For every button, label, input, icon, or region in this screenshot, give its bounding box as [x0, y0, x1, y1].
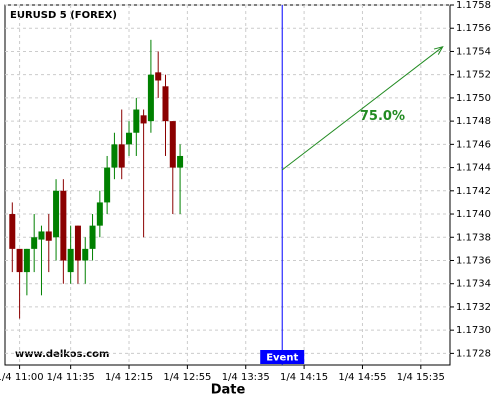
candle-body — [45, 231, 52, 241]
x-tick-label: 1/4 11:35 — [47, 372, 95, 383]
y-tick-label: 1.1758 — [456, 0, 491, 11]
candle-body — [140, 115, 147, 124]
candle-body — [118, 144, 125, 168]
candle-body — [169, 121, 176, 168]
candle-body — [38, 231, 45, 240]
candle-body — [60, 190, 67, 261]
candle-body — [155, 72, 162, 81]
y-tick-label: 1.1736 — [456, 255, 491, 266]
y-tick-label: 1.1728 — [456, 348, 491, 359]
x-tick-label: 1/4 14:15 — [280, 372, 328, 383]
y-tick-label: 1.1744 — [456, 163, 491, 174]
candle-body — [82, 248, 89, 261]
candle-body — [89, 225, 96, 249]
forecast-arrow — [281, 46, 444, 171]
candle-body — [177, 155, 184, 168]
y-tick-label: 1.1732 — [456, 302, 491, 313]
x-tick-label: 1/4 12:55 — [163, 372, 211, 383]
candle-body — [96, 202, 103, 226]
y-tick-label: 1.1734 — [456, 279, 491, 290]
candle-body — [9, 214, 16, 249]
chart-title: EURUSD 5 (FOREX) — [10, 10, 117, 21]
candle-body — [74, 225, 81, 261]
watermark: www.delkos.com — [15, 349, 109, 360]
x-tick-label: 1/4 12:15 — [105, 372, 153, 383]
candle-body — [67, 248, 74, 273]
x-tick-label: 1/4 13:35 — [222, 372, 270, 383]
forecast-label: 75.0% — [360, 109, 405, 124]
y-tick-label: 1.1752 — [456, 70, 491, 81]
y-tick-label: 1.1740 — [456, 209, 491, 220]
x-tick-label: 1/4 11:00 — [0, 372, 44, 383]
candle-body — [111, 144, 118, 168]
y-tick-label: 1.1742 — [456, 186, 491, 197]
candle-body — [147, 74, 154, 122]
y-tick-label: 1.1738 — [456, 232, 491, 243]
candle-body — [16, 248, 23, 273]
y-tick-label: 1.1730 — [456, 325, 491, 336]
candle-body — [23, 248, 30, 273]
event-label: Event — [266, 353, 298, 364]
y-tick-label: 1.1756 — [456, 23, 491, 34]
event-label-box — [260, 350, 305, 364]
candle-body — [53, 190, 60, 238]
candle-body — [126, 132, 133, 145]
arrow-head — [433, 46, 444, 55]
candle-body — [31, 237, 38, 249]
x-tick-label: 1/4 14:55 — [338, 372, 386, 383]
y-tick-label: 1.1748 — [456, 116, 491, 127]
y-tick-label: 1.1754 — [456, 46, 491, 57]
x-tick-label: 1/4 15:35 — [397, 372, 445, 383]
candle-body — [162, 86, 169, 122]
y-tick-label: 1.1746 — [456, 139, 491, 150]
candle-body — [104, 167, 111, 203]
x-axis-label: Date — [211, 383, 246, 398]
y-tick-label: 1.1750 — [456, 93, 491, 104]
plot-frame — [4, 4, 451, 366]
candle-body — [133, 109, 140, 133]
